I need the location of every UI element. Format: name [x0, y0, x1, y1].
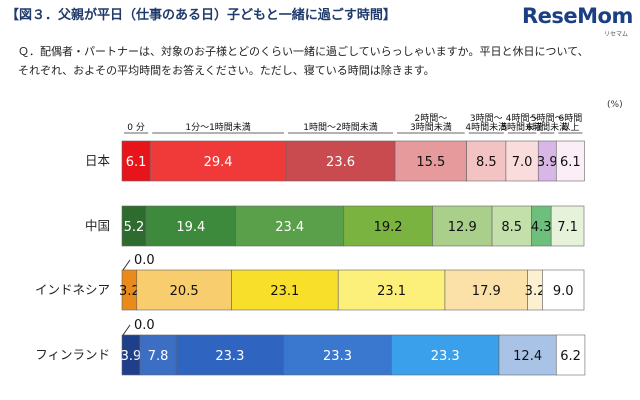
bar-segment — [145, 205, 236, 247]
data-label: 23.3 — [215, 349, 244, 364]
logo-text: ReseMom — [522, 4, 633, 28]
bar-segment — [175, 334, 285, 376]
bar-segment — [505, 140, 539, 182]
category-label: 日本 — [85, 153, 111, 168]
segment-legend-label: 1分～1時間未満 — [185, 121, 250, 133]
bar-segment — [550, 205, 585, 247]
bar-segment — [555, 140, 585, 182]
data-label: 9.0 — [553, 284, 574, 299]
data-label: 0.0 — [134, 318, 155, 333]
bar-segment — [498, 334, 557, 376]
segment-legend-label: 2時間～ — [414, 113, 447, 124]
survey-question: Ｑ．配偶者・パートナーは、対象のお子様とどのくらい一緒に過ごしていらっしゃいます… — [18, 42, 628, 80]
data-label: 7.0 — [512, 155, 533, 170]
bar-segment — [121, 140, 151, 182]
data-label: 29.4 — [204, 155, 233, 170]
bar-segment — [555, 334, 586, 376]
bar-segment — [235, 205, 345, 247]
segment-legend-label: 5時間～ — [531, 113, 564, 124]
data-label: 20.5 — [170, 284, 199, 299]
data-label: 7.1 — [557, 220, 578, 235]
bar-segment — [444, 269, 528, 311]
data-label: 17.9 — [472, 284, 501, 299]
segment-legend-label: 4時間未満 — [465, 121, 507, 133]
segment-legend-label: 3時間未満 — [410, 121, 452, 133]
data-label: 5.2 — [124, 220, 145, 235]
data-label: 4.3 — [531, 220, 552, 235]
data-label: 3.2 — [119, 284, 140, 299]
data-label: 6.2 — [560, 349, 581, 364]
data-label: 8.5 — [476, 155, 497, 170]
unit-label: (%) — [607, 100, 623, 110]
bar-segment — [337, 269, 446, 311]
question-line-2: それぞれ、およその平均時間をお答えください。ただし、寝ている時間は除きます。 — [18, 64, 435, 77]
bar-segment — [231, 269, 339, 311]
bar-segment — [542, 269, 585, 311]
logo: ReseMom リセマム — [522, 2, 633, 40]
segment-legend-label: 5時間未満 — [501, 121, 543, 133]
data-label: 0.0 — [134, 253, 155, 268]
data-label: 23.6 — [326, 155, 355, 170]
data-label: 19.4 — [176, 220, 205, 235]
data-label: 19.2 — [374, 220, 403, 235]
data-label: 3.9 — [121, 349, 142, 364]
data-label: 23.4 — [275, 220, 304, 235]
data-label: 23.3 — [431, 349, 460, 364]
data-label: 6.1 — [560, 155, 581, 170]
data-label: 23.1 — [270, 284, 299, 299]
bar-segment — [283, 334, 392, 376]
data-label: 6.1 — [126, 155, 147, 170]
bar-segment — [466, 140, 507, 182]
data-label: 8.5 — [501, 220, 522, 235]
bar-segment — [149, 140, 287, 182]
bar-segment — [136, 269, 232, 311]
segment-legend-label: 3時間～ — [470, 113, 503, 124]
logo-subtext: リセマム — [603, 31, 628, 38]
question-line-1: Ｑ．配偶者・パートナーは、対象のお子様とどのくらい一緒に過ごしていらっしゃいます… — [18, 45, 589, 58]
data-label: 23.3 — [323, 349, 352, 364]
bar-segment — [343, 205, 433, 247]
bar-segment — [491, 205, 532, 247]
bar-segment — [432, 205, 493, 247]
data-label: 12.9 — [448, 220, 477, 235]
leader-line — [122, 259, 131, 271]
figure-title: 【図３．父親が平日（仕事のある日）子どもと一緒に過ごす時間】 — [6, 8, 396, 23]
data-label: 7.8 — [148, 349, 169, 364]
segment-legend-label: 以上 — [561, 122, 579, 133]
segment-legend-label: 4時間～ — [506, 113, 539, 124]
segment-legend-label: 6時間 — [559, 113, 583, 124]
category-label: 中国 — [85, 218, 110, 233]
segment-legend-label: 0 分 — [127, 122, 145, 133]
data-label: 23.1 — [377, 284, 406, 299]
data-label: 12.4 — [513, 349, 542, 364]
segment-legend-label: 6時間未満 — [526, 121, 568, 133]
segment-legend-label: 1時間～2時間未満 — [303, 121, 377, 133]
data-label: 3.9 — [537, 155, 558, 170]
category-label: インドネシア — [35, 282, 110, 297]
bar-segment — [391, 334, 500, 376]
data-label: 15.5 — [416, 155, 445, 170]
bar-segment — [285, 140, 396, 182]
bar-segment — [394, 140, 467, 182]
bar-segment — [139, 334, 177, 376]
category-label: フィンランド — [35, 347, 110, 362]
leader-line — [122, 324, 131, 336]
data-label: 3.2 — [525, 284, 546, 299]
